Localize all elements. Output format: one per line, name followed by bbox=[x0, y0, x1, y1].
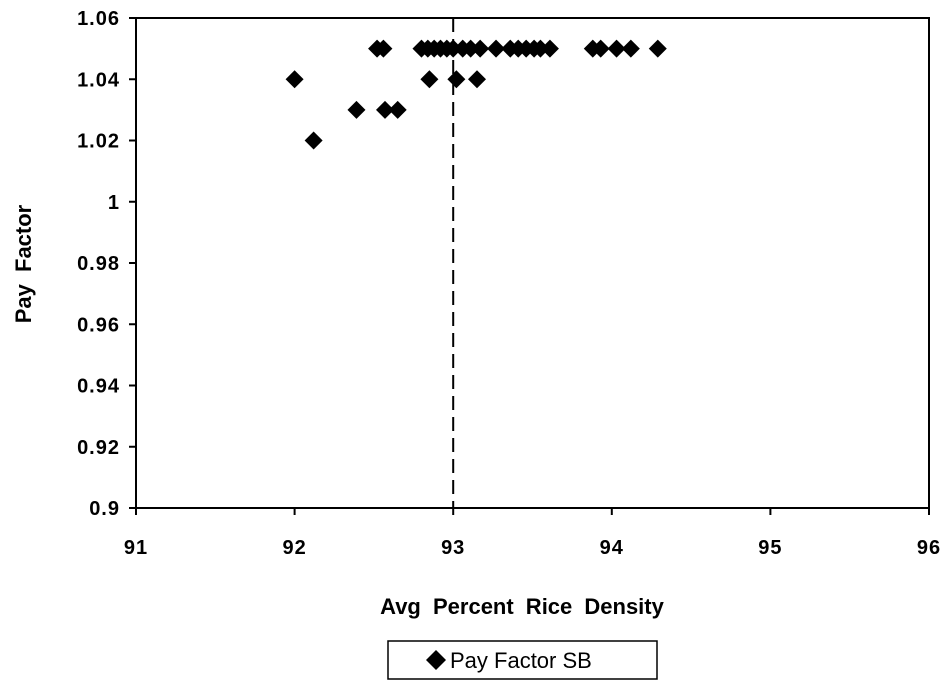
x-tick-label: 92 bbox=[282, 537, 306, 559]
data-point-diamond bbox=[471, 39, 490, 58]
legend: Pay Factor SB bbox=[387, 640, 658, 680]
data-point-diamond bbox=[531, 39, 550, 58]
y-tick-label: 1.04 bbox=[77, 69, 120, 91]
y-tick-label: 0.92 bbox=[77, 437, 120, 459]
x-axis-title: Avg Percent Rice Density bbox=[380, 594, 664, 619]
data-point-diamond bbox=[285, 70, 304, 89]
data-point-diamond bbox=[487, 39, 506, 58]
data-points bbox=[285, 39, 667, 150]
legend-box bbox=[387, 640, 658, 680]
y-axis-title: Pay Factor bbox=[11, 204, 36, 323]
data-point-diamond bbox=[447, 70, 466, 89]
data-point-diamond bbox=[388, 100, 407, 119]
x-tick-label: 94 bbox=[600, 537, 624, 559]
y-axis-ticks: 0.9 0.92 0.94 0.96 0.98 1 1.02 1.04 1.06 bbox=[77, 8, 136, 520]
y-tick-label: 0.94 bbox=[77, 376, 120, 398]
data-point-diamond bbox=[607, 39, 626, 58]
data-point-diamond bbox=[467, 70, 486, 89]
data-point-diamond bbox=[304, 131, 323, 150]
plot-frame bbox=[135, 17, 930, 509]
data-point-diamond bbox=[621, 39, 640, 58]
data-point-diamond bbox=[591, 39, 610, 58]
data-point-diamond bbox=[461, 39, 480, 58]
legend-label: Pay Factor SB bbox=[450, 648, 592, 673]
y-tick-label: 1 bbox=[108, 192, 120, 214]
x-axis-ticks: 91 92 93 94 95 96 bbox=[124, 508, 941, 559]
y-tick-label: 0.9 bbox=[89, 498, 120, 520]
x-tick-label: 91 bbox=[124, 537, 148, 559]
y-tick-label: 0.98 bbox=[77, 253, 120, 275]
legend-diamond-icon bbox=[426, 650, 446, 670]
data-point-diamond bbox=[376, 100, 395, 119]
x-tick-label: 96 bbox=[917, 537, 941, 559]
y-tick-label: 0.96 bbox=[77, 314, 120, 336]
y-tick-label: 1.02 bbox=[77, 131, 120, 153]
y-tick-label: 1.06 bbox=[77, 8, 120, 30]
data-point-diamond bbox=[347, 100, 366, 119]
data-point-diamond bbox=[540, 39, 559, 58]
data-point-diamond bbox=[648, 39, 667, 58]
x-tick-label: 93 bbox=[441, 537, 465, 559]
data-point-diamond bbox=[444, 39, 463, 58]
data-point-diamond bbox=[374, 39, 393, 58]
data-point-diamond bbox=[420, 70, 439, 89]
x-tick-label: 95 bbox=[758, 537, 782, 559]
plot-area bbox=[135, 17, 930, 509]
